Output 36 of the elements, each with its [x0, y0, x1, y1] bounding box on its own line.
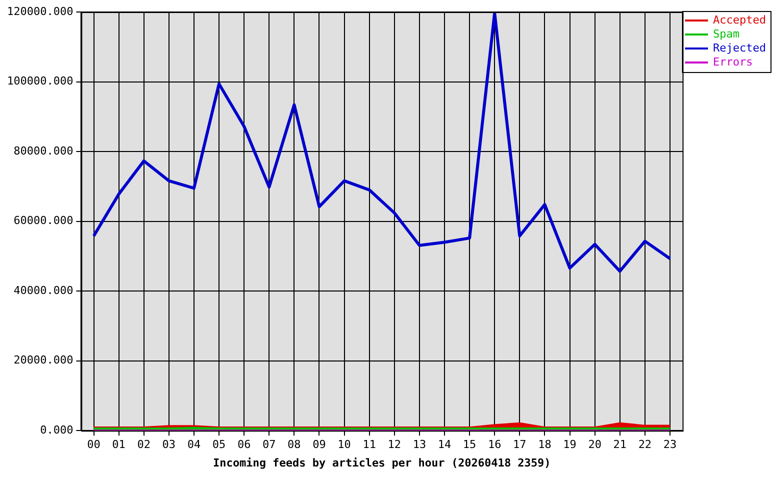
x-tick-label: 16 [488, 438, 502, 452]
x-tick-label: 00 [87, 438, 100, 452]
legend-label: Spam [713, 27, 740, 40]
x-tick-label: 13 [412, 438, 426, 452]
legend-label: Accepted [713, 13, 766, 26]
x-tick-label: 06 [237, 438, 251, 452]
x-tick-label: 01 [112, 438, 126, 452]
legend-label: Rejected [713, 41, 766, 54]
y-tick-label: 60000.000 [14, 214, 74, 228]
x-tick-label: 03 [162, 438, 176, 452]
y-tick-label: 120000.000 [6, 4, 74, 18]
x-tick-label: 18 [538, 438, 552, 452]
x-tick-label: 21 [613, 438, 627, 452]
x-tick-label: 12 [388, 438, 402, 452]
x-tick-label: 19 [563, 438, 576, 452]
x-axis-title: Incoming feeds by articles per hour (20260418 2359) [212, 456, 551, 470]
y-tick-label: 40000.000 [14, 284, 74, 297]
x-tick-label: 05 [212, 438, 226, 452]
x-tick-label: 17 [513, 438, 526, 452]
y-tick-label: 0.000 [40, 423, 74, 436]
x-tick-label: 22 [638, 438, 652, 452]
x-tick-label: 08 [288, 438, 301, 452]
x-tick-label: 14 [438, 438, 452, 452]
y-tick-label: 80000.000 [14, 144, 74, 158]
x-tick-label: 07 [262, 438, 276, 452]
x-tick-label: 20 [588, 438, 602, 452]
y-tick-label: 20000.000 [14, 354, 74, 367]
y-tick-label: 100000.000 [6, 74, 74, 88]
legend-label: Errors [713, 55, 753, 68]
x-tick-label: 04 [187, 438, 201, 452]
x-tick-label: 11 [362, 438, 376, 452]
x-tick-label: 23 [663, 438, 677, 452]
x-tick-label: 15 [462, 438, 476, 452]
x-tick-label: 09 [312, 438, 326, 452]
x-tick-label: 10 [338, 438, 351, 452]
x-tick-label: 02 [137, 438, 150, 452]
